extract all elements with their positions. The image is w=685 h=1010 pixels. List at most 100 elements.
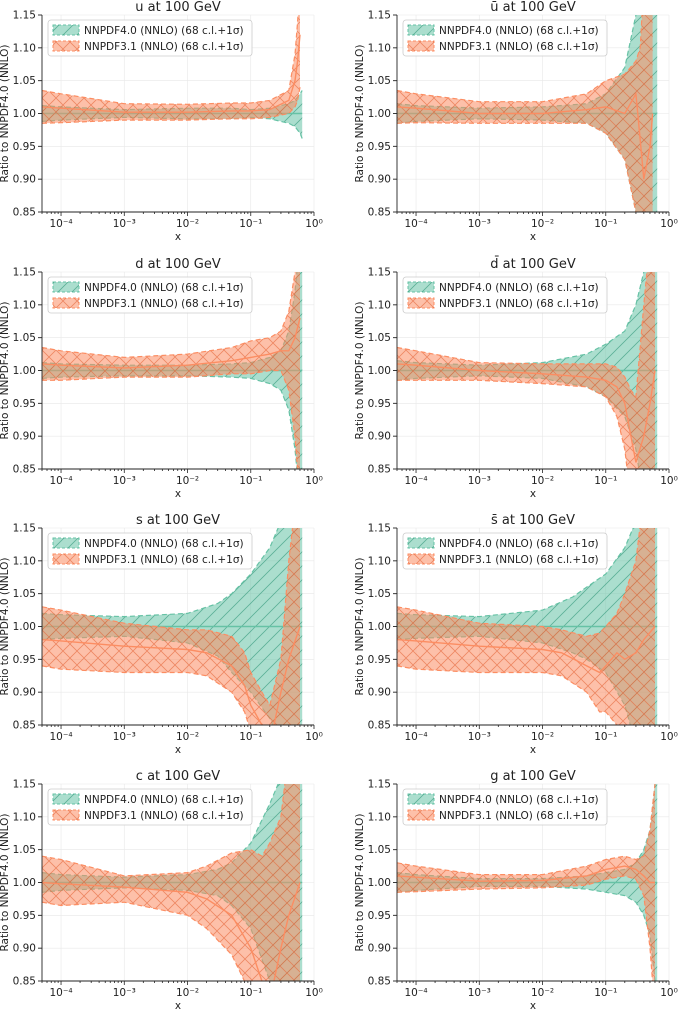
- hatch-nnpdf31: [42, 15, 300, 124]
- chart-title: d at 100 GeV: [135, 257, 221, 272]
- lower-bound-nnpdf31: [397, 875, 654, 981]
- legend: NNPDF4.0 (NNLO) (68 c.l.+1σ) NNPDF3.1 (NN…: [402, 788, 608, 826]
- y-tick-label: 1.15: [368, 779, 391, 791]
- x-tick-label: 10⁻¹: [594, 731, 617, 743]
- hatch-nnpdf31: [42, 272, 300, 469]
- upper-bound-nnpdf31: [397, 272, 648, 399]
- x-tick-label: 10⁰: [660, 731, 678, 743]
- hatch-nnpdf31: [42, 784, 300, 981]
- chart-title: ū at 100 GeV: [490, 0, 576, 15]
- lower-bound-nnpdf31: [42, 665, 250, 725]
- chart-title: u at 100 GeV: [135, 0, 221, 15]
- y-tick-label: 1.10: [13, 299, 36, 311]
- legend-label: NNPDF4.0 (NNLO) (68 c.l.+1σ): [84, 538, 244, 550]
- y-tick-label: 0.85: [13, 207, 36, 219]
- chart-panel-2: 0.85 0.90 0.95 1.00 1.05 1.10 1.15 10⁻⁴ 10⁻³ 10⁻²…: [354, 0, 678, 243]
- legend-label: NNPDF3.1 (NNLO) (68 c.l.+1σ): [84, 41, 244, 53]
- x-tick-label: 10⁰: [305, 731, 323, 743]
- x-tick-label: 10⁻²: [176, 475, 199, 487]
- y-tick-label: 0.85: [368, 720, 391, 732]
- y-tick-label: 1.05: [368, 332, 391, 344]
- legend-swatch-hatch: [53, 41, 79, 51]
- hatch-nnpdf31: [397, 272, 655, 469]
- y-tick-label: 0.95: [368, 398, 391, 410]
- central-line-nnpdf31: [397, 363, 656, 463]
- y-tick-label: 1.00: [13, 108, 36, 120]
- central-line-nnpdf31: [42, 317, 301, 369]
- upper-bound-nnpdf31: [42, 15, 299, 105]
- y-tick-label: 1.00: [368, 365, 391, 377]
- x-axis-label: x: [175, 231, 181, 243]
- x-tick-label: 10⁰: [305, 218, 323, 230]
- legend-label: NNPDF3.1 (NNLO) (68 c.l.+1σ): [84, 810, 244, 822]
- y-tick-label: 0.95: [13, 141, 36, 153]
- legend-swatch-hatch: [53, 298, 79, 308]
- x-tick-label: 10⁻²: [176, 731, 199, 743]
- y-tick-label: 0.90: [13, 431, 36, 443]
- y-axis-label: Ratio to NNPDF4.0 (NNLO): [354, 813, 366, 951]
- y-tick-label: 0.90: [368, 174, 391, 186]
- y-tick-label: 1.15: [368, 10, 391, 22]
- hatch-nnpdf31: [397, 784, 655, 981]
- legend-box: [402, 788, 608, 826]
- x-tick-label: 10⁰: [660, 218, 678, 230]
- y-tick-label: 1.05: [13, 332, 36, 344]
- chart-panel-3: 0.85 0.90 0.95 1.00 1.05 1.10 1.15 10⁻⁴ 10⁻³ 10⁻²…: [0, 257, 323, 500]
- y-tick-label: 1.05: [368, 844, 391, 856]
- y-tick-label: 1.15: [13, 267, 36, 279]
- chart-title: g at 100 GeV: [490, 769, 576, 784]
- y-tick-label: 1.00: [368, 621, 391, 633]
- x-tick-label: 10⁻⁴: [404, 987, 427, 999]
- legend-label: NNPDF4.0 (NNLO) (68 c.l.+1σ): [439, 538, 599, 550]
- legend: NNPDF4.0 (NNLO) (68 c.l.+1σ) NNPDF3.1 (NN…: [402, 276, 608, 314]
- upper-bound-nnpdf31: [397, 528, 641, 637]
- y-tick-label: 1.10: [13, 555, 36, 567]
- y-tick-label: 1.00: [368, 108, 391, 120]
- plot-area: [397, 528, 658, 725]
- x-axis-label: x: [530, 1000, 536, 1010]
- x-tick-label: 10⁻²: [531, 731, 554, 743]
- y-tick-label: 1.15: [368, 523, 391, 535]
- legend-box: [402, 532, 608, 570]
- x-tick-label: 10⁻¹: [239, 475, 262, 487]
- x-tick-label: 10⁻⁴: [404, 731, 427, 743]
- y-tick-label: 0.95: [13, 398, 36, 410]
- central-line-nnpdf31: [397, 91, 654, 180]
- y-tick-label: 1.05: [13, 588, 36, 600]
- x-axis-label: x: [175, 744, 181, 756]
- legend-label: NNPDF3.1 (NNLO) (68 c.l.+1σ): [439, 41, 599, 53]
- x-tick-label: 10⁰: [660, 987, 678, 999]
- legend-label: NNPDF3.1 (NNLO) (68 c.l.+1σ): [84, 554, 244, 566]
- chart-panel-4: 0.85 0.90 0.95 1.00 1.05 1.10 1.15 10⁻⁴ 10⁻³ 10⁻²…: [354, 257, 678, 500]
- legend-label: NNPDF3.1 (NNLO) (68 c.l.+1σ): [439, 554, 599, 566]
- lower-bound-nnpdf31: [42, 87, 301, 124]
- legend-swatch-hatch: [53, 810, 79, 820]
- x-tick-label: 10⁰: [660, 475, 678, 487]
- legend-box: [402, 276, 608, 314]
- legend-label: NNPDF4.0 (NNLO) (68 c.l.+1σ): [439, 25, 599, 37]
- x-axis-label: x: [175, 1000, 181, 1010]
- legend-swatch-hatch: [408, 25, 434, 35]
- legend-swatch-hatch: [53, 538, 79, 548]
- x-tick-label: 10⁻³: [113, 218, 136, 230]
- y-tick-label: 0.95: [368, 910, 391, 922]
- upper-bound-nnpdf31: [42, 272, 296, 359]
- y-tick-label: 1.00: [13, 877, 36, 889]
- y-tick-label: 0.95: [368, 141, 391, 153]
- lower-bound-nnpdf31: [42, 901, 246, 981]
- legend-swatch-hatch: [408, 298, 434, 308]
- x-tick-label: 10⁻¹: [594, 475, 617, 487]
- y-axis-label: Ratio to NNPDF4.0 (NNLO): [0, 44, 11, 182]
- y-tick-label: 0.85: [368, 207, 391, 219]
- legend-label: NNPDF4.0 (NNLO) (68 c.l.+1σ): [84, 282, 244, 294]
- legend-swatch-hatch: [408, 282, 434, 292]
- chart-panel-7: 0.85 0.90 0.95 1.00 1.05 1.10 1.15 10⁻⁴ 10⁻³ 10⁻²…: [0, 769, 323, 1010]
- chart-panel-8: 0.85 0.90 0.95 1.00 1.05 1.10 1.15 10⁻⁴ 10⁻³ 10⁻²…: [354, 769, 678, 1010]
- y-tick-label: 1.10: [368, 555, 391, 567]
- lower-bound-nnpdf31: [397, 122, 637, 212]
- y-tick-label: 1.15: [13, 779, 36, 791]
- lower-bound-nnpdf40: [42, 375, 298, 469]
- lower-bound-nnpdf31: [42, 369, 299, 469]
- x-tick-label: 10⁻²: [176, 987, 199, 999]
